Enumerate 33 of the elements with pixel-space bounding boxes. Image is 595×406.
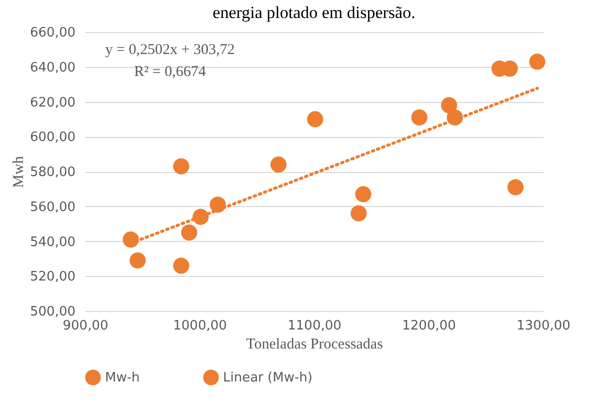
annotation: y = 0,2502x + 303,72 bbox=[105, 42, 235, 58]
y-tick-label: 620,00 bbox=[30, 95, 76, 110]
point bbox=[130, 252, 146, 268]
point bbox=[507, 179, 524, 196]
legend-label: Mw-h bbox=[105, 370, 140, 386]
point bbox=[529, 54, 546, 70]
y-tick-label: 640,00 bbox=[30, 60, 76, 76]
point bbox=[350, 205, 367, 222]
y-tick-label: 540,00 bbox=[30, 234, 76, 250]
annotation: R² = 0,6674 bbox=[134, 64, 206, 80]
point bbox=[355, 186, 372, 202]
x-tick-label: 1300,00 bbox=[516, 318, 570, 334]
y-tick-label: 600,00 bbox=[30, 130, 76, 146]
y-tick-label: 520,00 bbox=[30, 270, 76, 285]
point bbox=[307, 111, 324, 128]
x-axis-title: Toneladas Processadas bbox=[246, 336, 384, 352]
point bbox=[441, 97, 458, 114]
legend-label: Linear (Mw-h) bbox=[223, 370, 312, 386]
y-tick-label: 500,00 bbox=[30, 304, 76, 320]
x-tick-label: 1100,00 bbox=[288, 318, 342, 334]
y-tick-label: 560,00 bbox=[30, 200, 76, 215]
point bbox=[181, 224, 198, 241]
point bbox=[270, 156, 287, 173]
chart-title: energia plotado em dispersão. bbox=[212, 3, 416, 22]
y-tick-label: 580,00 bbox=[30, 165, 76, 180]
x-tick-label: 1200,00 bbox=[402, 318, 456, 334]
y-tick-label: 660,00 bbox=[30, 26, 76, 40]
x-tick-label: 900,00 bbox=[62, 318, 108, 334]
point bbox=[411, 109, 428, 126]
point bbox=[173, 158, 190, 174]
x-tick-label: 1000,00 bbox=[173, 318, 227, 334]
point bbox=[173, 258, 190, 274]
y-axis-title: Mwh bbox=[11, 156, 28, 188]
